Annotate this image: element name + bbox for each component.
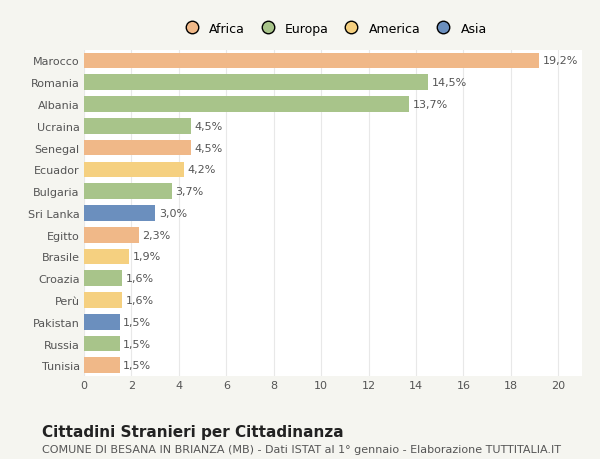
Text: 2,3%: 2,3% xyxy=(142,230,170,240)
Text: 4,5%: 4,5% xyxy=(194,122,223,132)
Text: 1,5%: 1,5% xyxy=(123,317,151,327)
Bar xyxy=(84,249,129,265)
Bar xyxy=(84,97,409,112)
Text: 4,2%: 4,2% xyxy=(187,165,215,175)
Bar xyxy=(84,54,539,69)
Bar xyxy=(84,336,119,352)
Bar xyxy=(84,314,119,330)
Text: 1,9%: 1,9% xyxy=(133,252,161,262)
Bar xyxy=(84,162,184,178)
Text: Cittadini Stranieri per Cittadinanza: Cittadini Stranieri per Cittadinanza xyxy=(42,425,344,440)
Text: 14,5%: 14,5% xyxy=(431,78,467,88)
Text: 1,5%: 1,5% xyxy=(123,360,151,370)
Bar xyxy=(84,119,191,134)
Text: 3,7%: 3,7% xyxy=(175,187,203,197)
Bar xyxy=(84,271,122,286)
Bar xyxy=(84,184,172,200)
Text: 4,5%: 4,5% xyxy=(194,143,223,153)
Text: 1,6%: 1,6% xyxy=(125,295,154,305)
Text: 19,2%: 19,2% xyxy=(543,56,578,67)
Text: COMUNE DI BESANA IN BRIANZA (MB) - Dati ISTAT al 1° gennaio - Elaborazione TUTTI: COMUNE DI BESANA IN BRIANZA (MB) - Dati … xyxy=(42,444,561,454)
Bar xyxy=(84,75,428,91)
Text: 1,5%: 1,5% xyxy=(123,339,151,349)
Text: 1,6%: 1,6% xyxy=(125,274,154,284)
Bar xyxy=(84,206,155,221)
Legend: Africa, Europa, America, Asia: Africa, Europa, America, Asia xyxy=(174,17,492,40)
Text: 13,7%: 13,7% xyxy=(412,100,448,110)
Bar xyxy=(84,358,119,373)
Bar xyxy=(84,227,139,243)
Text: 3,0%: 3,0% xyxy=(158,208,187,218)
Bar xyxy=(84,292,122,308)
Bar xyxy=(84,140,191,156)
